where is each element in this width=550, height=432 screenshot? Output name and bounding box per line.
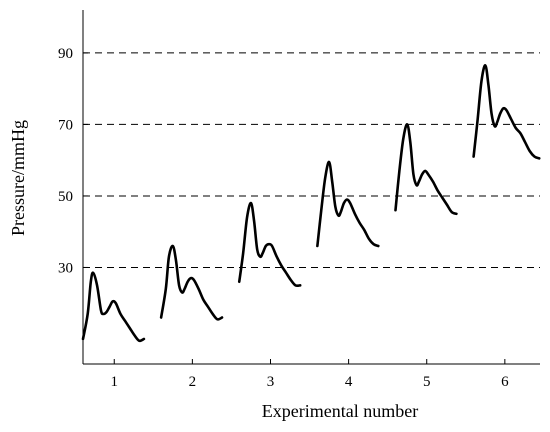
x-tick-label-2: 2 [189,374,197,390]
x-axis-ticks: 1 2 3 4 5 6 [110,359,509,390]
y-axis-title: Pressure/mmHg [8,120,28,236]
x-tick-label-4: 4 [345,374,353,390]
waveform-5 [394,123,458,216]
y-tick-label-30: 30 [58,260,73,276]
y-axis-ticks: 30 50 70 90 [58,46,88,276]
x-axis-title: Experimental number [262,401,418,421]
x-tick-label-6: 6 [501,374,509,390]
waveform-4 [316,160,380,248]
waveform-1 [81,271,146,343]
x-tick-label-3: 3 [267,374,275,390]
x-tick-label-5: 5 [423,374,431,390]
pressure-waveforms [81,64,541,343]
y-tick-label-50: 50 [58,189,73,205]
waveform-2 [159,244,224,321]
waveform-3 [237,201,302,288]
waveform-6 [472,64,541,160]
y-tick-label-70: 70 [58,117,73,133]
grid-lines [83,52,540,268]
x-tick-label-1: 1 [110,374,118,390]
y-tick-label-90: 90 [58,46,73,62]
axes [82,10,540,365]
